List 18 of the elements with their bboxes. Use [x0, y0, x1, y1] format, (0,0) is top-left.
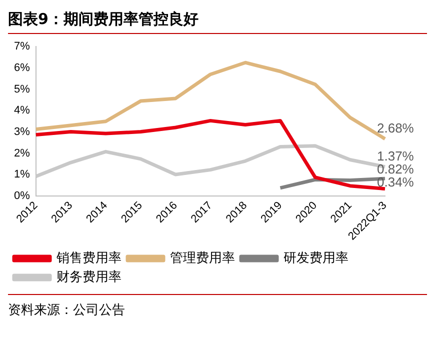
- y-tick-label: 2%: [14, 147, 30, 160]
- legend-label: 销售费用率: [56, 250, 122, 266]
- legend-label: 管理费用率: [170, 250, 235, 266]
- y-tick-label: 6%: [14, 62, 30, 74]
- data-label: 0.82%: [377, 161, 414, 176]
- y-tick-label: 3%: [14, 126, 30, 138]
- y-tick-label: 5%: [14, 83, 30, 96]
- legend-label: 财务费用率: [56, 268, 122, 285]
- data-label: 0.34%: [377, 174, 414, 190]
- y-tick-label: 1%: [14, 168, 30, 181]
- y-tick-label: 4%: [14, 104, 30, 117]
- data-label: 2.68%: [377, 120, 414, 136]
- legend-label: 研发费用率: [284, 250, 348, 266]
- data-label: 1.37%: [377, 148, 414, 164]
- y-tick-label: 7%: [14, 40, 30, 53]
- y-tick-label: 0%: [14, 190, 30, 202]
- text: 资料来源：公司公告: [8, 302, 126, 319]
- chart-title: 图表9：期间费用率管控良好: [8, 8, 427, 34]
